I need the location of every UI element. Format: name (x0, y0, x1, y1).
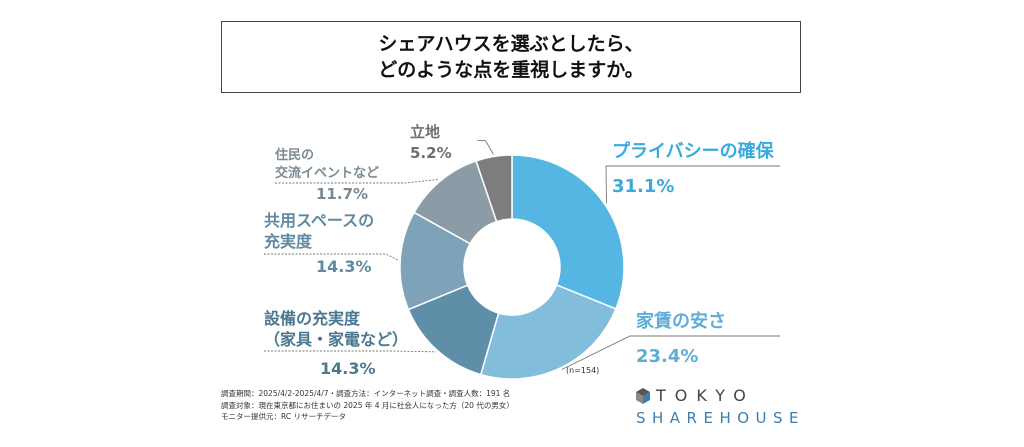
slice-category-label: プライバシーの確保 (612, 140, 775, 162)
leader-line (561, 335, 780, 370)
leader-line (264, 350, 436, 353)
chart-title-line-1: シェアハウスを選ぶとしたら、 (378, 33, 644, 55)
slice-category-label: 立地 (410, 123, 440, 141)
footer-line-period: 調査期間：2025/4/2-2025/4/7・調査方法：インターネット調査・調査… (221, 389, 511, 398)
footer-line-target: 調査対象：現在東京都にお住まいの 2025 年 4 月に社会人になった方（20 … (221, 400, 514, 410)
logo-text-bottom: SHAREHOUSE (636, 409, 806, 427)
slice-category-label: 設備の充実度 (264, 309, 361, 328)
survey-footer: 調査期間：2025/4/2-2025/4/7・調査方法：インターネット調査・調査… (221, 388, 514, 423)
slice-category-label: 家賃の安さ (636, 310, 726, 332)
tokyo-sharehouse-logo: TOKYO SHAREHOUSE (634, 386, 814, 436)
slice-category-label: （家具・家電など） (264, 330, 408, 349)
slice-value-label: 11.7% (316, 185, 368, 203)
slice-category-label: 交流イベントなど (275, 165, 379, 181)
leader-line (605, 165, 780, 204)
logo-cube-icon (636, 388, 650, 404)
slice-value-label: 14.3% (316, 257, 372, 276)
leader-line (477, 140, 494, 155)
slice-value-label: 31.1% (612, 176, 674, 197)
chart-title-box: シェアハウスを選ぶとしたら、 どのような点を重視しますか。 (221, 21, 801, 93)
leader-line (264, 253, 399, 261)
slice-value-label: 23.4% (636, 346, 698, 367)
donut-slice (511, 154, 625, 310)
sample-size-label: (n=154) (566, 366, 600, 375)
slice-category-label: 住民の (275, 147, 314, 163)
slice-category-label: 共用スペースの (264, 211, 374, 230)
donut-slice (479, 283, 617, 380)
donut-slice (475, 154, 513, 223)
slice-value-label: 5.2% (410, 144, 452, 162)
slice-category-label: 充実度 (264, 232, 313, 251)
footer-line-provider: モニター提供元：RC リサーチデータ (221, 412, 346, 421)
leader-line (275, 178, 440, 184)
logo-text-top: TOKYO (656, 386, 755, 405)
slice-value-label: 14.3% (320, 359, 376, 378)
chart-title-line-2: どのような点を重視しますか。 (378, 59, 644, 81)
